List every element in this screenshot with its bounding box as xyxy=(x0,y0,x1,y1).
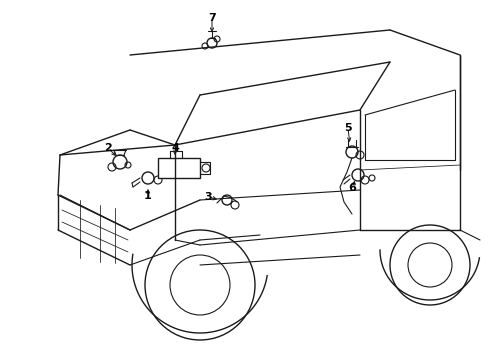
Text: 3: 3 xyxy=(204,192,212,202)
Bar xyxy=(158,158,200,178)
Text: 4: 4 xyxy=(171,143,179,153)
Text: 1: 1 xyxy=(144,191,152,201)
Text: 6: 6 xyxy=(348,183,356,193)
Text: 7: 7 xyxy=(208,13,216,23)
Text: 2: 2 xyxy=(104,143,112,153)
Text: 5: 5 xyxy=(344,123,352,133)
